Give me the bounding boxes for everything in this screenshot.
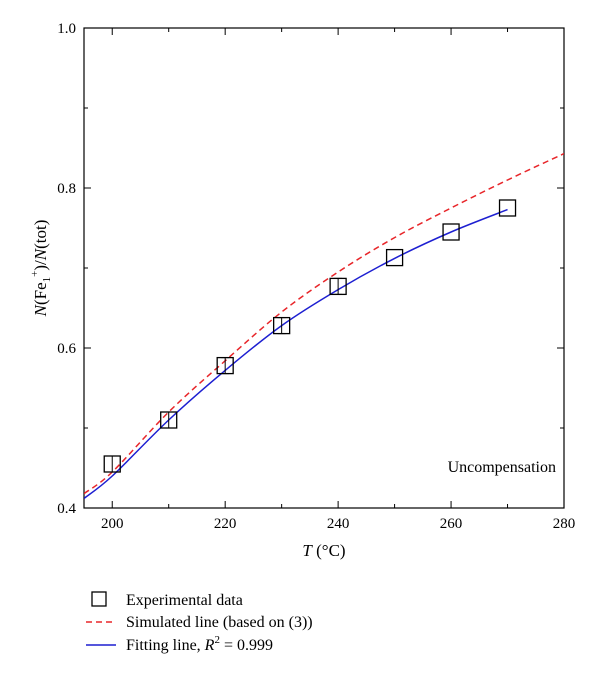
experimental-data-point <box>385 248 404 267</box>
legend-label-simulated: Simulated line (based on (3)) <box>126 614 313 631</box>
x-tick-label: 240 <box>327 516 350 532</box>
y-axis-label: N(Fe1+)/N(tot) <box>29 220 53 318</box>
x-tick-label: 200 <box>101 516 124 532</box>
experimental-data-point <box>329 277 347 296</box>
x-tick-label: 220 <box>214 516 237 532</box>
legend: Experimental data Simulated line (based … <box>86 591 313 654</box>
square-marker <box>272 316 291 335</box>
experimental-data-point <box>160 411 178 429</box>
legend-label-experimental: Experimental data <box>126 592 243 609</box>
square-marker <box>216 356 234 375</box>
experimental-data-point <box>103 455 121 473</box>
experimental-data-point <box>272 316 291 335</box>
x-tick-label: 260 <box>440 516 463 532</box>
square-marker <box>329 277 347 296</box>
series-points <box>103 199 517 473</box>
series-lines <box>84 152 564 499</box>
experimental-data-point <box>498 199 517 217</box>
legend-marker-experimental <box>91 591 107 607</box>
square-marker <box>160 411 178 429</box>
fitting-line <box>84 208 508 499</box>
legend-label-fitting: Fitting line, R2 = 0.999 <box>126 634 273 654</box>
square-marker <box>385 248 404 267</box>
y-tick-label: 1.0 <box>57 21 76 37</box>
y-tick-label: 0.4 <box>57 501 76 517</box>
simulated-line <box>84 152 564 495</box>
square-marker <box>442 223 460 241</box>
x-axis-ticks: 200 220 240 260 280 <box>101 28 575 532</box>
y-axis-ticks: 0.4 0.6 0.8 1.0 <box>57 21 564 517</box>
square-marker <box>498 199 517 217</box>
chart-annotation: Uncompensation <box>448 459 556 476</box>
plot-frame <box>83 27 565 509</box>
y-tick-label: 0.6 <box>57 341 76 357</box>
square-marker <box>103 455 121 473</box>
experimental-data-point <box>216 356 234 375</box>
experimental-data-point <box>442 223 460 241</box>
x-axis-label: T (°C) <box>302 541 345 560</box>
x-tick-label: 280 <box>553 516 576 532</box>
y-tick-label: 0.8 <box>57 181 76 197</box>
